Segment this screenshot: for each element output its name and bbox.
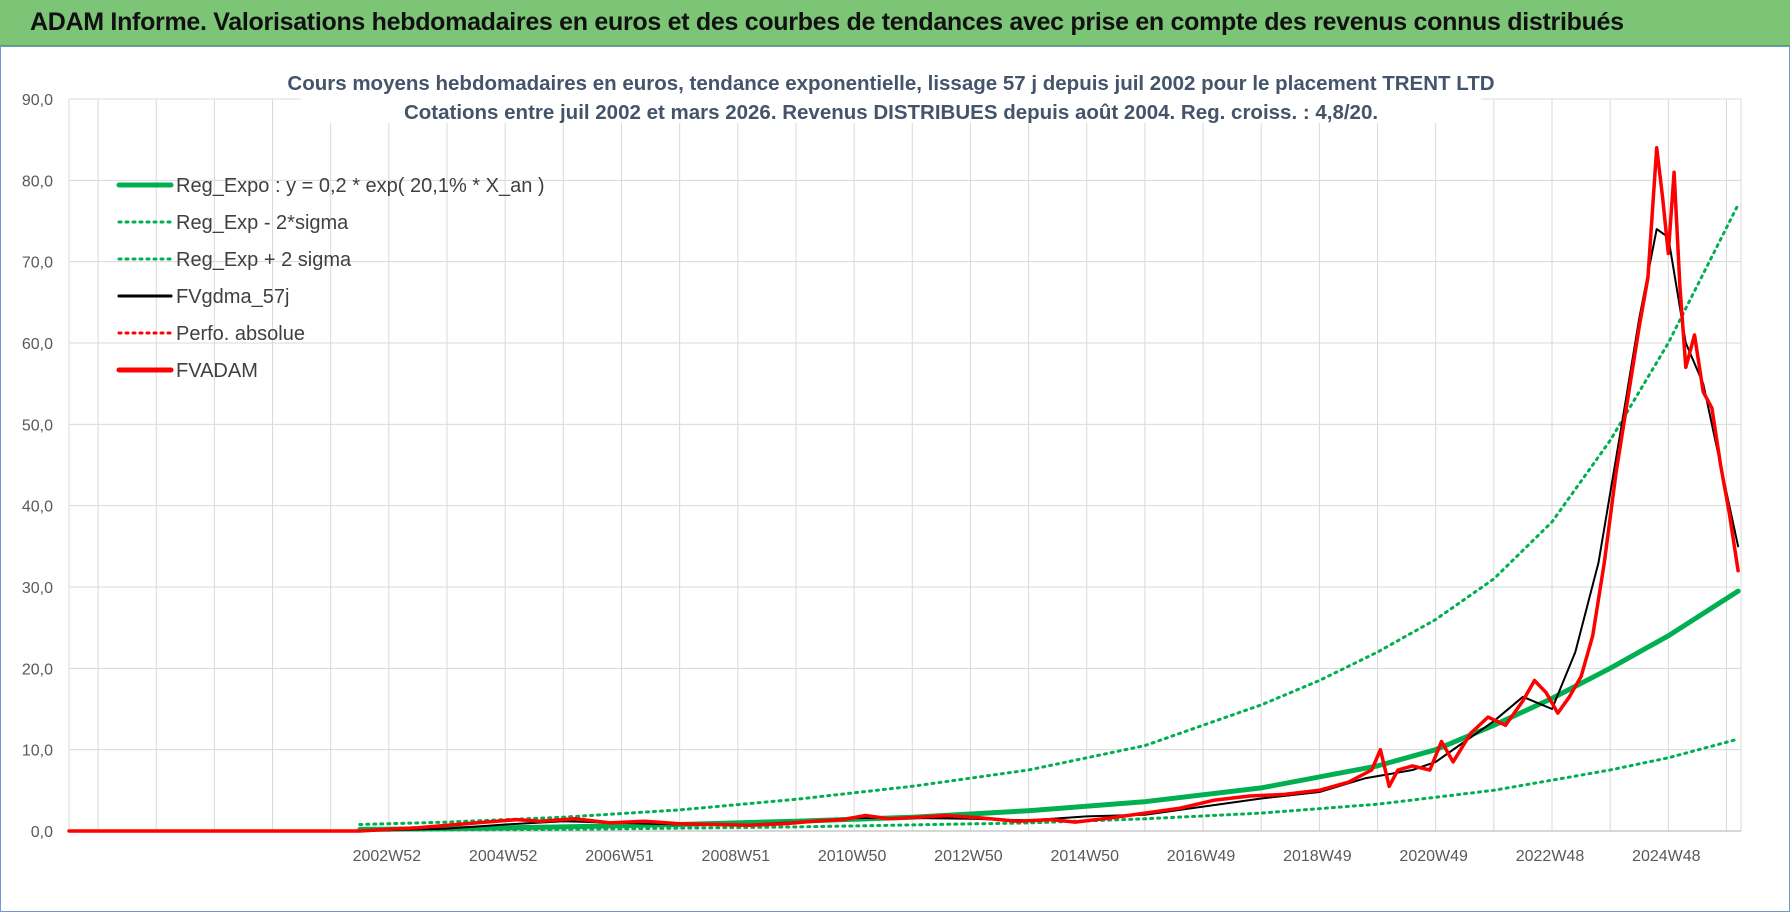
legend-label-reg_minus: Reg_Exp - 2*sigma bbox=[176, 212, 349, 234]
legend-label-reg_expo: Reg_Expo : y = 0,2 * exp( 20,1% * X_an ) bbox=[176, 175, 545, 197]
title-backdrop bbox=[301, 67, 1481, 123]
y-tick-label: 40,0 bbox=[22, 499, 53, 516]
legend-label-reg_plus: Reg_Exp + 2 sigma bbox=[176, 249, 352, 271]
y-tick-label: 10,0 bbox=[22, 743, 53, 760]
chart-title-line-1: Cours moyens hebdomadaires en euros, ten… bbox=[287, 72, 1494, 95]
x-tick-label: 2002W52 bbox=[353, 848, 422, 865]
plot-background bbox=[1, 47, 1789, 911]
x-axis: 2002W52 2004W52 2006W51 2008W51 2010W50 2012W… bbox=[353, 848, 1701, 865]
series-lines bbox=[67, 146, 1741, 833]
x-tick-label: 2022W48 bbox=[1516, 848, 1585, 865]
y-tick-label: 0,0 bbox=[31, 824, 53, 841]
header-banner: ADAM Informe. Valorisations hebdomadaire… bbox=[0, 0, 1790, 46]
series-reg-expo bbox=[357, 588, 1741, 832]
x-tick-label: 2020W49 bbox=[1399, 848, 1468, 865]
y-axis: 0,0 10,0 20,0 30,0 40,0 50,0 60,0 70,0 80,0 90,0 bbox=[22, 92, 53, 841]
x-tick-label: 2010W50 bbox=[818, 848, 887, 865]
page-title: ADAM Informe. Valorisations hebdomadaire… bbox=[30, 8, 1624, 36]
x-tick-label: 2018W49 bbox=[1283, 848, 1352, 865]
x-tick-label: 2024W48 bbox=[1632, 848, 1701, 865]
x-tick-label: 2008W51 bbox=[702, 848, 771, 865]
y-tick-label: 90,0 bbox=[22, 92, 53, 109]
legend-label-fvgdma: FVgdma_57j bbox=[176, 286, 289, 308]
chart-title-line-2: Cotations entre juil 2002 et mars 2026. … bbox=[404, 101, 1378, 124]
x-tick-label: 2012W50 bbox=[934, 848, 1003, 865]
x-tick-label: 2014W50 bbox=[1050, 848, 1119, 865]
y-tick-label: 60,0 bbox=[22, 336, 53, 353]
x-tick-label: 2004W52 bbox=[469, 848, 538, 865]
series-reg-exp-2-sigma bbox=[358, 203, 1740, 826]
y-tick-label: 20,0 bbox=[22, 661, 53, 678]
y-tick-label: 80,0 bbox=[22, 173, 53, 190]
series-fvadam bbox=[67, 146, 1740, 833]
y-tick-label: 50,0 bbox=[22, 417, 53, 434]
line-chart: 2002W52 2004W52 2006W51 2008W51 2010W50 2012W… bbox=[1, 47, 1789, 911]
y-tick-label: 70,0 bbox=[22, 255, 53, 272]
y-tick-label: 30,0 bbox=[22, 580, 53, 597]
legend-label-perfo: Perfo. absolue bbox=[176, 323, 305, 345]
legend-label-fvadam: FVADAM bbox=[176, 360, 258, 382]
x-tick-label: 2006W51 bbox=[585, 848, 654, 865]
legend: Reg_Expo : y = 0,2 * exp( 20,1% * X_an )… bbox=[116, 175, 545, 382]
x-tick-label: 2016W49 bbox=[1167, 848, 1236, 865]
series-reg-exp-2-sigma bbox=[358, 737, 1740, 832]
chart-frame: 2002W52 2004W52 2006W51 2008W51 2010W50 2012W… bbox=[0, 46, 1790, 912]
